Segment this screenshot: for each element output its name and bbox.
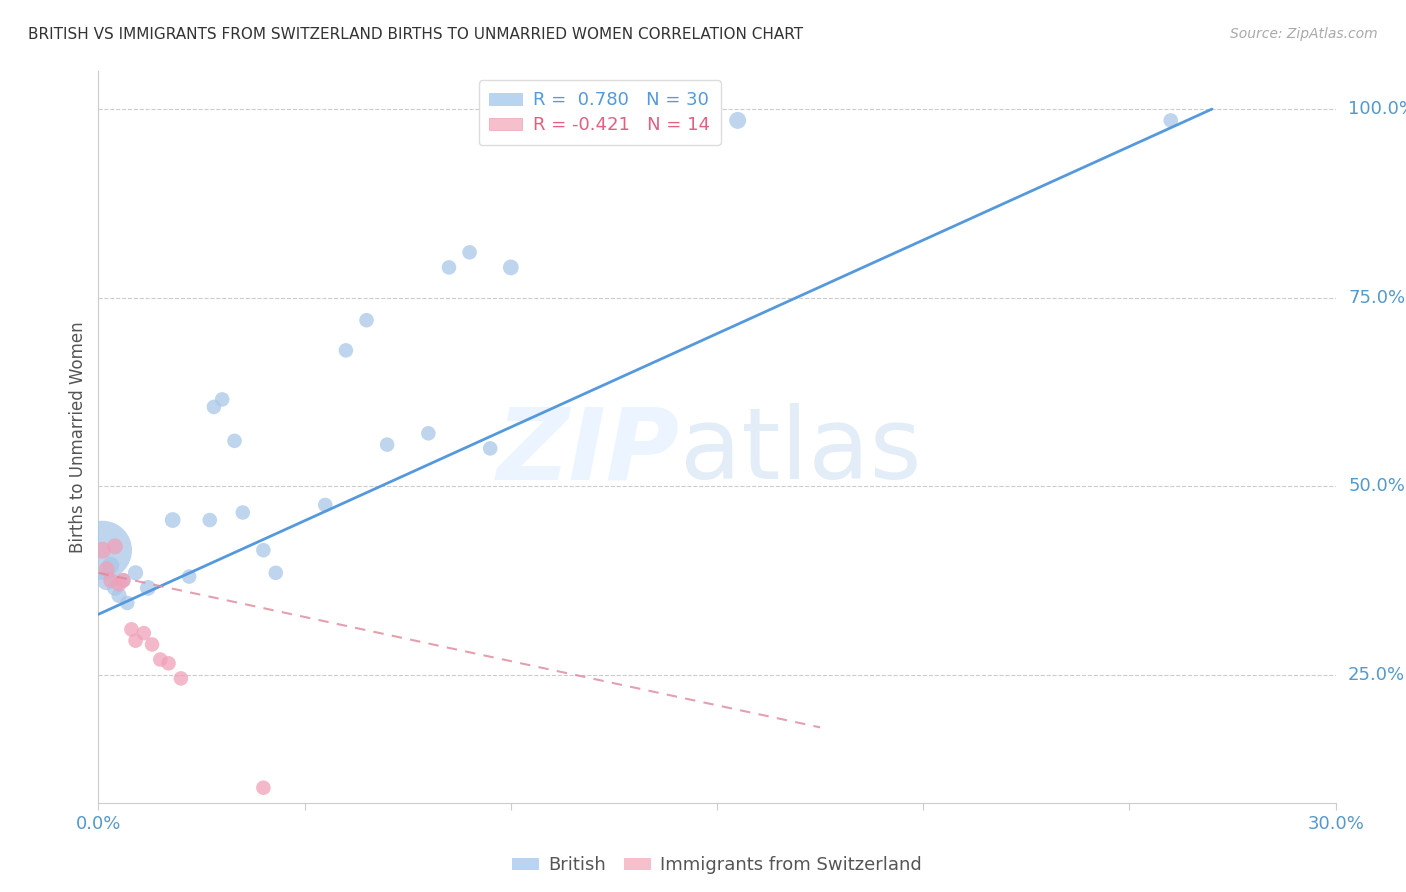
- Point: [179, 569, 201, 583]
- Point: [252, 780, 274, 795]
- Point: [141, 637, 163, 651]
- Text: Source: ZipAtlas.com: Source: ZipAtlas.com: [1230, 27, 1378, 41]
- Point: [211, 392, 233, 407]
- Point: [685, 128, 707, 143]
- Point: [437, 260, 460, 275]
- Point: [252, 543, 274, 558]
- Point: [112, 574, 135, 588]
- Point: [91, 543, 114, 558]
- Point: [458, 245, 481, 260]
- Point: [117, 596, 139, 610]
- Point: [499, 260, 522, 275]
- Point: [91, 543, 114, 558]
- Y-axis label: Births to Unmarried Women: Births to Unmarried Women: [69, 321, 87, 553]
- Point: [198, 513, 221, 527]
- Point: [136, 581, 159, 595]
- Point: [104, 581, 127, 595]
- Point: [170, 672, 193, 686]
- Point: [100, 558, 122, 573]
- Point: [104, 540, 127, 554]
- Point: [727, 113, 749, 128]
- Point: [132, 626, 155, 640]
- Point: [96, 574, 118, 588]
- Point: [479, 442, 502, 456]
- Legend: British, Immigrants from Switzerland: British, Immigrants from Switzerland: [505, 849, 929, 881]
- Point: [314, 498, 336, 512]
- Point: [264, 566, 287, 580]
- Point: [112, 574, 135, 588]
- Point: [375, 437, 398, 451]
- Text: 25.0%: 25.0%: [1348, 665, 1405, 683]
- Point: [335, 343, 357, 358]
- Point: [108, 589, 131, 603]
- Point: [202, 400, 225, 414]
- Point: [100, 574, 122, 588]
- Point: [149, 652, 172, 666]
- Text: atlas: atlas: [681, 403, 921, 500]
- Text: 50.0%: 50.0%: [1348, 477, 1405, 495]
- Point: [120, 623, 142, 637]
- Text: 75.0%: 75.0%: [1348, 289, 1405, 307]
- Point: [1160, 113, 1182, 128]
- Point: [157, 657, 180, 671]
- Text: ZIP: ZIP: [496, 403, 681, 500]
- Point: [356, 313, 378, 327]
- Point: [124, 566, 146, 580]
- Point: [418, 426, 440, 441]
- Text: 100.0%: 100.0%: [1348, 100, 1406, 118]
- Point: [96, 562, 118, 576]
- Point: [224, 434, 246, 448]
- Point: [124, 633, 146, 648]
- Text: BRITISH VS IMMIGRANTS FROM SWITZERLAND BIRTHS TO UNMARRIED WOMEN CORRELATION CHA: BRITISH VS IMMIGRANTS FROM SWITZERLAND B…: [28, 27, 803, 42]
- Point: [108, 577, 131, 591]
- Point: [162, 513, 184, 527]
- Point: [232, 506, 254, 520]
